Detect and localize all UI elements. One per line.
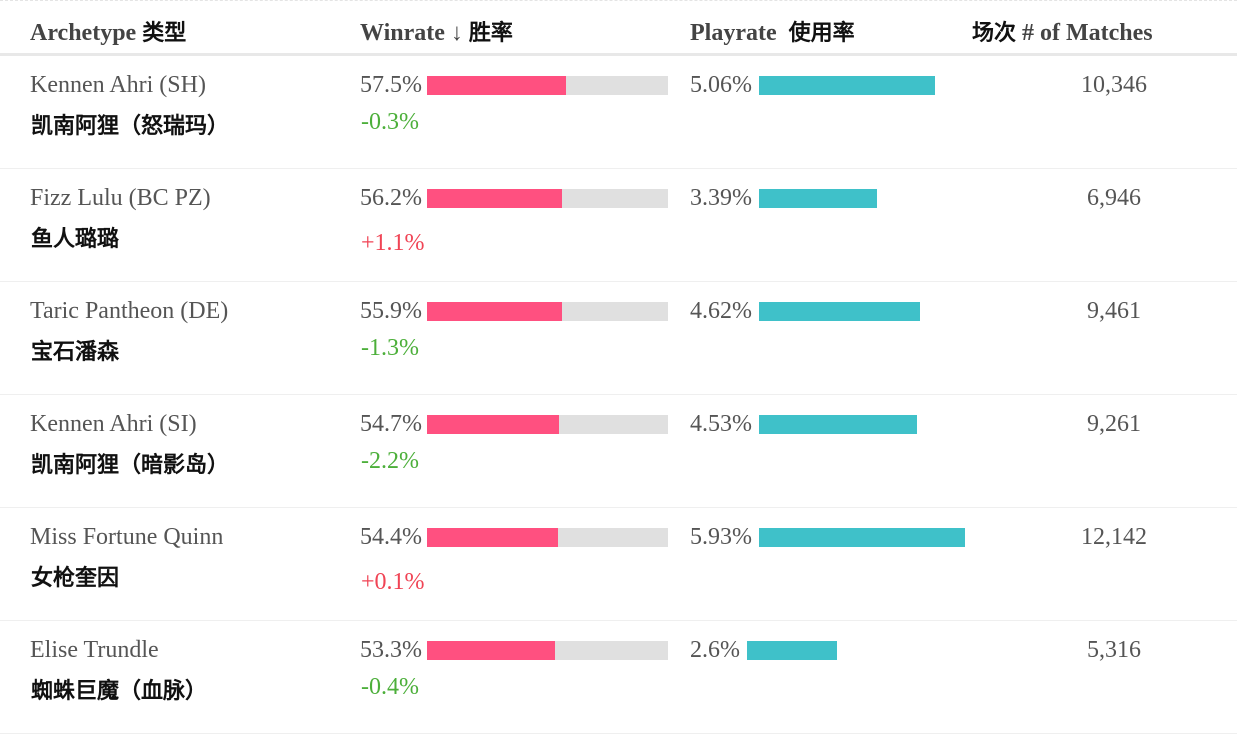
archetype-name-cn: 蜘蛛巨魔（血脉） bbox=[31, 679, 208, 704]
header-playrate-cn: 使用率 bbox=[788, 21, 855, 46]
archetype-name-cn: 女枪奎因 bbox=[31, 566, 120, 591]
header-winrate-cn: 胜率 bbox=[468, 21, 513, 46]
winrate-delta: -0.3% bbox=[361, 109, 419, 135]
playrate-bar bbox=[759, 189, 877, 208]
header-archetype-label: Archetype bbox=[30, 20, 137, 46]
table-row[interactable]: Kennen Ahri (SH) 凯南阿狸（怒瑞玛） 57.5% -0.3% 5… bbox=[0, 56, 1237, 169]
winrate-delta: +0.1% bbox=[361, 569, 425, 595]
matches-count: 5,316 bbox=[1087, 637, 1141, 663]
matches-count: 9,261 bbox=[1087, 411, 1141, 437]
table-row[interactable]: Kennen Ahri (SI) 凯南阿狸（暗影岛） 54.7% -2.2% 4… bbox=[0, 395, 1237, 508]
winrate-bar-fill bbox=[427, 76, 566, 95]
winrate-delta: -1.3% bbox=[361, 335, 419, 361]
winrate-cell: 54.4% bbox=[360, 524, 668, 551]
archetype-name: Taric Pantheon (DE) bbox=[30, 298, 229, 324]
playrate-value: 5.06% bbox=[690, 72, 752, 98]
playrate-cell: 5.06% bbox=[690, 72, 936, 99]
matches-count: 10,346 bbox=[1081, 72, 1147, 98]
winrate-value: 53.3% bbox=[360, 637, 422, 663]
winrate-bar-track bbox=[427, 189, 668, 208]
winrate-bar-fill bbox=[427, 302, 562, 321]
winrate-value: 54.7% bbox=[360, 411, 422, 437]
playrate-value: 4.53% bbox=[690, 411, 752, 437]
playrate-bar bbox=[759, 415, 917, 434]
winrate-cell: 53.3% bbox=[360, 637, 668, 664]
archetype-name: Elise Trundle bbox=[30, 637, 159, 663]
playrate-bar bbox=[759, 302, 920, 321]
matches-count: 9,461 bbox=[1087, 298, 1141, 324]
winrate-bar-track bbox=[427, 302, 668, 321]
winrate-bar-track bbox=[427, 641, 668, 660]
winrate-bar-fill bbox=[427, 528, 559, 547]
playrate-value: 4.62% bbox=[690, 298, 752, 324]
top-divider bbox=[0, 0, 1237, 3]
winrate-cell: 55.9% bbox=[360, 298, 668, 325]
playrate-bar bbox=[759, 76, 936, 95]
winrate-value: 55.9% bbox=[360, 298, 422, 324]
playrate-bar bbox=[759, 528, 966, 547]
header-playrate-label: Playrate bbox=[690, 20, 777, 46]
header-archetype[interactable]: Archetype 类型 bbox=[30, 15, 186, 47]
archetype-name: Kennen Ahri (SI) bbox=[30, 411, 197, 437]
table-row[interactable]: Fizz Lulu (BC PZ) 鱼人璐璐 56.2% +1.1% 3.39%… bbox=[0, 169, 1237, 282]
playrate-value: 5.93% bbox=[690, 524, 752, 550]
winrate-delta: -0.4% bbox=[361, 674, 419, 700]
table-row[interactable]: Miss Fortune Quinn 女枪奎因 54.4% +0.1% 5.93… bbox=[0, 508, 1237, 621]
matches-count: 12,142 bbox=[1081, 524, 1147, 550]
playrate-cell: 3.39% bbox=[690, 185, 877, 212]
winrate-bar-track bbox=[427, 415, 668, 434]
winrate-bar-track bbox=[427, 76, 668, 95]
playrate-cell: 4.62% bbox=[690, 298, 920, 325]
table-header: Archetype 类型 Winrate ↓ 胜率 Playrate 使用率 场… bbox=[0, 3, 1237, 56]
winrate-value: 54.4% bbox=[360, 524, 422, 550]
playrate-cell: 5.93% bbox=[690, 524, 966, 551]
playrate-value: 2.6% bbox=[690, 637, 740, 663]
archetype-name: Miss Fortune Quinn bbox=[30, 524, 224, 550]
winrate-delta: +1.1% bbox=[361, 230, 425, 256]
winrate-cell: 57.5% bbox=[360, 72, 668, 99]
archetype-name: Kennen Ahri (SH) bbox=[30, 72, 206, 98]
playrate-cell: 4.53% bbox=[690, 411, 917, 438]
table-row[interactable]: Taric Pantheon (DE) 宝石潘森 55.9% -1.3% 4.6… bbox=[0, 282, 1237, 395]
winrate-bar-fill bbox=[427, 641, 556, 660]
winrate-bar-fill bbox=[427, 189, 563, 208]
matches-count: 6,946 bbox=[1087, 185, 1141, 211]
playrate-value: 3.39% bbox=[690, 185, 752, 211]
playrate-bar bbox=[747, 641, 838, 660]
winrate-value: 56.2% bbox=[360, 185, 422, 211]
table-row[interactable]: Elise Trundle 蜘蛛巨魔（血脉） 53.3% -0.4% 2.6% … bbox=[0, 621, 1237, 734]
header-matches-cn: 场次 bbox=[972, 21, 1017, 46]
header-winrate-label: Winrate ↓ bbox=[360, 20, 463, 46]
winrate-value: 57.5% bbox=[360, 72, 422, 98]
winrate-bar-fill bbox=[427, 415, 559, 434]
archetype-name-cn: 鱼人璐璐 bbox=[31, 227, 120, 252]
table-body: Kennen Ahri (SH) 凯南阿狸（怒瑞玛） 57.5% -0.3% 5… bbox=[0, 56, 1237, 734]
winrate-cell: 56.2% bbox=[360, 185, 668, 212]
playrate-cell: 2.6% bbox=[690, 637, 838, 664]
header-matches[interactable]: 场次 # of Matches bbox=[972, 15, 1153, 47]
header-archetype-cn: 类型 bbox=[142, 21, 187, 46]
winrate-delta: -2.2% bbox=[361, 448, 419, 474]
archetype-name-cn: 凯南阿狸（怒瑞玛） bbox=[31, 114, 230, 139]
header-matches-label: # of Matches bbox=[1022, 20, 1153, 46]
header-winrate[interactable]: Winrate ↓ 胜率 bbox=[360, 15, 513, 47]
archetype-name-cn: 宝石潘森 bbox=[31, 340, 120, 365]
archetype-name: Fizz Lulu (BC PZ) bbox=[30, 185, 211, 211]
archetype-name-cn: 凯南阿狸（暗影岛） bbox=[31, 453, 230, 478]
winrate-bar-track bbox=[427, 528, 668, 547]
header-playrate[interactable]: Playrate 使用率 bbox=[690, 15, 855, 47]
winrate-cell: 54.7% bbox=[360, 411, 668, 438]
